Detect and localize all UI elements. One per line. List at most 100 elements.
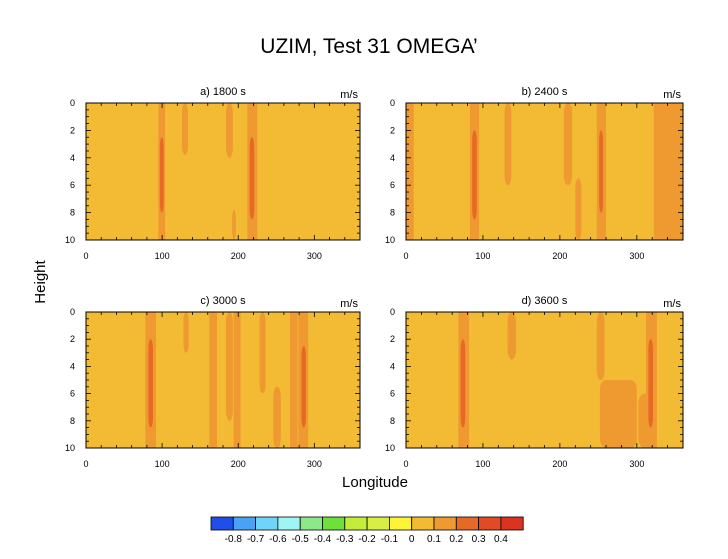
contour-region <box>504 103 512 186</box>
contour-region <box>596 312 605 380</box>
x-tick-label: 300 <box>629 251 644 261</box>
y-tick-label: 2 <box>70 334 75 344</box>
contour-region <box>472 130 477 220</box>
x-tick-label: 100 <box>475 251 490 261</box>
x-tick-label: 300 <box>307 459 322 469</box>
contour-region <box>232 209 236 240</box>
contour-region <box>183 312 189 353</box>
contour-region <box>226 312 233 421</box>
contour-region <box>233 312 241 448</box>
contour-region <box>599 130 603 213</box>
contour-region <box>507 312 517 360</box>
colorbar-label: 0.3 <box>472 534 486 545</box>
y-tick-label: 2 <box>390 334 395 344</box>
panel: 0 100 200 300 0 2 4 6 8 10 b) 2400 s m/s <box>385 86 684 261</box>
colorbar-label: -0.6 <box>269 534 287 545</box>
colorbar-label: -0.4 <box>314 534 332 545</box>
x-tick-label: 200 <box>552 459 567 469</box>
y-tick-label: 0 <box>390 98 395 108</box>
contour-region <box>563 103 573 186</box>
y-tick-label: 6 <box>390 180 395 190</box>
colorbar-swatch <box>299 516 323 531</box>
y-tick-label: 2 <box>390 125 395 135</box>
colorbar-label: 0.1 <box>427 534 441 545</box>
field-background <box>86 312 360 448</box>
colorbar-swatch <box>478 516 502 531</box>
colorbar-label: -0.8 <box>225 534 243 545</box>
panel-subtitle: b) 2400 s <box>522 86 568 98</box>
y-tick-label: 10 <box>385 443 395 453</box>
contour-region <box>575 178 582 240</box>
y-tick-label: 8 <box>70 208 75 218</box>
panel: 0 100 200 300 0 2 4 6 8 10 d) 3600 s m/s <box>385 295 684 469</box>
x-tick-label: 0 <box>83 459 88 469</box>
y-axis-label: Height <box>32 259 49 303</box>
y-tick-label: 4 <box>70 153 75 163</box>
x-tick-label: 300 <box>629 459 644 469</box>
colorbar-swatch <box>255 516 279 531</box>
colorbar-swatch <box>500 516 524 531</box>
colorbar-label: -0.1 <box>381 534 399 545</box>
y-tick-label: 10 <box>65 235 75 245</box>
x-tick-label: 200 <box>231 459 246 469</box>
colorbar-swatch <box>433 516 457 531</box>
colorbar-swatch <box>232 516 257 531</box>
x-axis-label: Longitude <box>342 474 408 491</box>
colorbar-swatch <box>455 516 479 531</box>
field-background <box>406 103 683 240</box>
colorbar-label: -0.2 <box>358 534 376 545</box>
y-tick-label: 4 <box>70 361 75 371</box>
colorbar-label: -0.5 <box>292 534 310 545</box>
colorbar-swatch <box>210 516 234 531</box>
colorbar-label: 0.4 <box>494 534 508 545</box>
y-tick-label: 10 <box>385 235 395 245</box>
colorbar-swatch <box>366 516 390 531</box>
x-tick-label: 200 <box>231 251 246 261</box>
x-tick-label: 300 <box>307 251 322 261</box>
y-tick-label: 8 <box>390 208 395 218</box>
panel: 0 100 200 300 0 2 4 6 8 10 c) 3000 s m/s <box>65 295 361 469</box>
y-tick-label: 2 <box>70 125 75 135</box>
y-tick-label: 4 <box>390 361 395 371</box>
x-tick-label: 100 <box>155 251 170 261</box>
x-tick-label: 0 <box>403 251 408 261</box>
contour-region <box>148 339 153 428</box>
colorbar-label: -0.7 <box>247 534 265 545</box>
y-tick-label: 6 <box>390 389 395 399</box>
contour-region <box>599 380 637 448</box>
units-label: m/s <box>340 89 358 101</box>
contour-region <box>181 103 188 156</box>
y-tick-label: 8 <box>70 416 75 426</box>
x-tick-label: 0 <box>83 251 88 261</box>
colorbar-swatch <box>277 516 301 531</box>
colorbar: -0.8 -0.7 -0.6 -0.5 -0.4 -0.3 -0.2 -0.1 0 0.1 0.2 0… <box>210 516 524 545</box>
y-tick-label: 0 <box>70 98 75 108</box>
y-tick-label: 0 <box>390 307 395 317</box>
contour-region <box>289 312 298 448</box>
colorbar-swatch <box>411 516 435 531</box>
units-label: m/s <box>663 89 681 101</box>
units-label: m/s <box>663 298 681 310</box>
y-tick-label: 6 <box>70 180 75 190</box>
field-background <box>86 103 360 240</box>
y-tick-label: 6 <box>70 389 75 399</box>
panel: 0 100 200 300 0 2 4 6 8 10 a) 1800 s m/s <box>65 86 361 261</box>
y-tick-label: 4 <box>390 153 395 163</box>
figure-title: UZIM, Test 31 OMEGA’ <box>260 35 477 58</box>
contour-region <box>209 312 217 448</box>
colorbar-label: 0.2 <box>449 534 463 545</box>
x-tick-label: 100 <box>155 459 170 469</box>
colorbar-swatch <box>322 516 346 531</box>
y-tick-label: 0 <box>70 307 75 317</box>
colorbar-swatch <box>388 516 413 531</box>
contour-region <box>406 103 414 240</box>
contour-region <box>460 339 466 428</box>
contour-region <box>273 386 281 448</box>
y-tick-label: 8 <box>390 416 395 426</box>
contour-region <box>159 137 164 213</box>
panel-subtitle: a) 1800 s <box>200 86 246 98</box>
units-label: m/s <box>340 298 358 310</box>
contour-region <box>648 339 653 428</box>
